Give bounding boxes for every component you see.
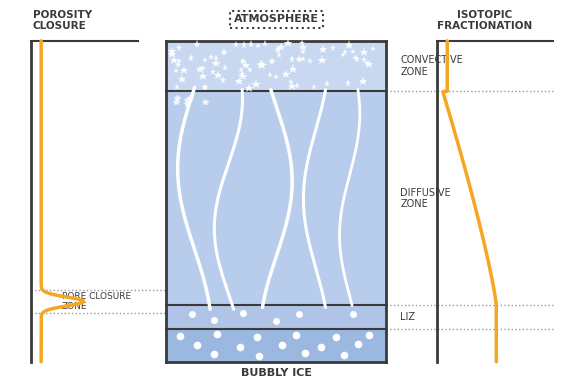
Text: ATMOSPHERE: ATMOSPHERE: [234, 14, 319, 25]
Bar: [166, 329, 386, 362]
Bar: [166, 305, 386, 329]
Text: PORE CLOSURE
ZONE: PORE CLOSURE ZONE: [62, 292, 131, 311]
Text: DIFFUSIVE
ZONE: DIFFUSIVE ZONE: [400, 187, 451, 209]
Bar: [166, 41, 386, 91]
Text: ISOTOPIC
FRACTIONATION: ISOTOPIC FRACTIONATION: [438, 9, 532, 31]
Bar: [166, 91, 386, 305]
Text: LIZ: LIZ: [400, 312, 416, 322]
Text: BUBBLY ICE: BUBBLY ICE: [241, 368, 312, 378]
Text: POROSITY
CLOSURE: POROSITY CLOSURE: [33, 9, 92, 31]
Text: CONVECTIVE
ZONE: CONVECTIVE ZONE: [400, 55, 463, 77]
